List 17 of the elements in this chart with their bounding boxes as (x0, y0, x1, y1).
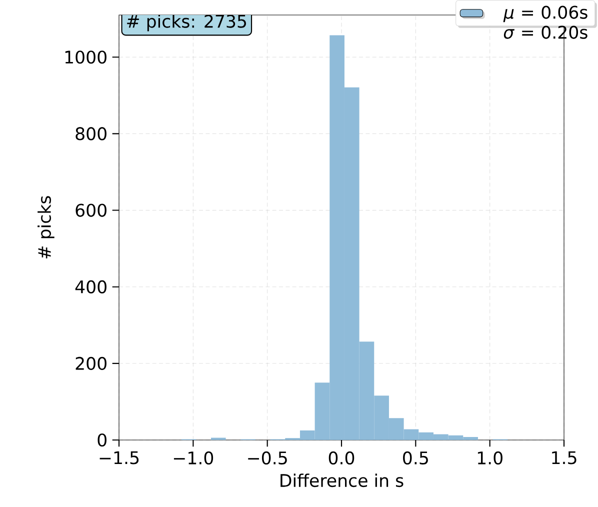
y-axis-title: # picks (38, 196, 54, 258)
y-tick-label: 800 (76, 127, 106, 140)
x-tick-label: −0.5 (248, 451, 287, 464)
y-tick-label: 1000 (65, 50, 106, 64)
legend-label: μ = 0.06s σ = 0.20s (503, 6, 588, 39)
x-tick-label: 1.0 (478, 451, 502, 464)
y-tick-label: 600 (76, 204, 106, 217)
x-tick-label: 0.5 (403, 451, 428, 464)
x-tick-label: −1.0 (174, 451, 214, 464)
y-tick-label: 400 (75, 280, 106, 294)
annotation: # picks: 2735 (127, 14, 246, 32)
x-axis-title: Difference in s (280, 474, 404, 488)
y-tick-label: 200 (76, 356, 106, 370)
x-tick-label: −1.5 (100, 451, 139, 464)
y-tick-label: 0 (98, 433, 106, 447)
x-tick-label: 1.5 (552, 451, 576, 464)
x-tick-label: 0.0 (328, 451, 354, 464)
